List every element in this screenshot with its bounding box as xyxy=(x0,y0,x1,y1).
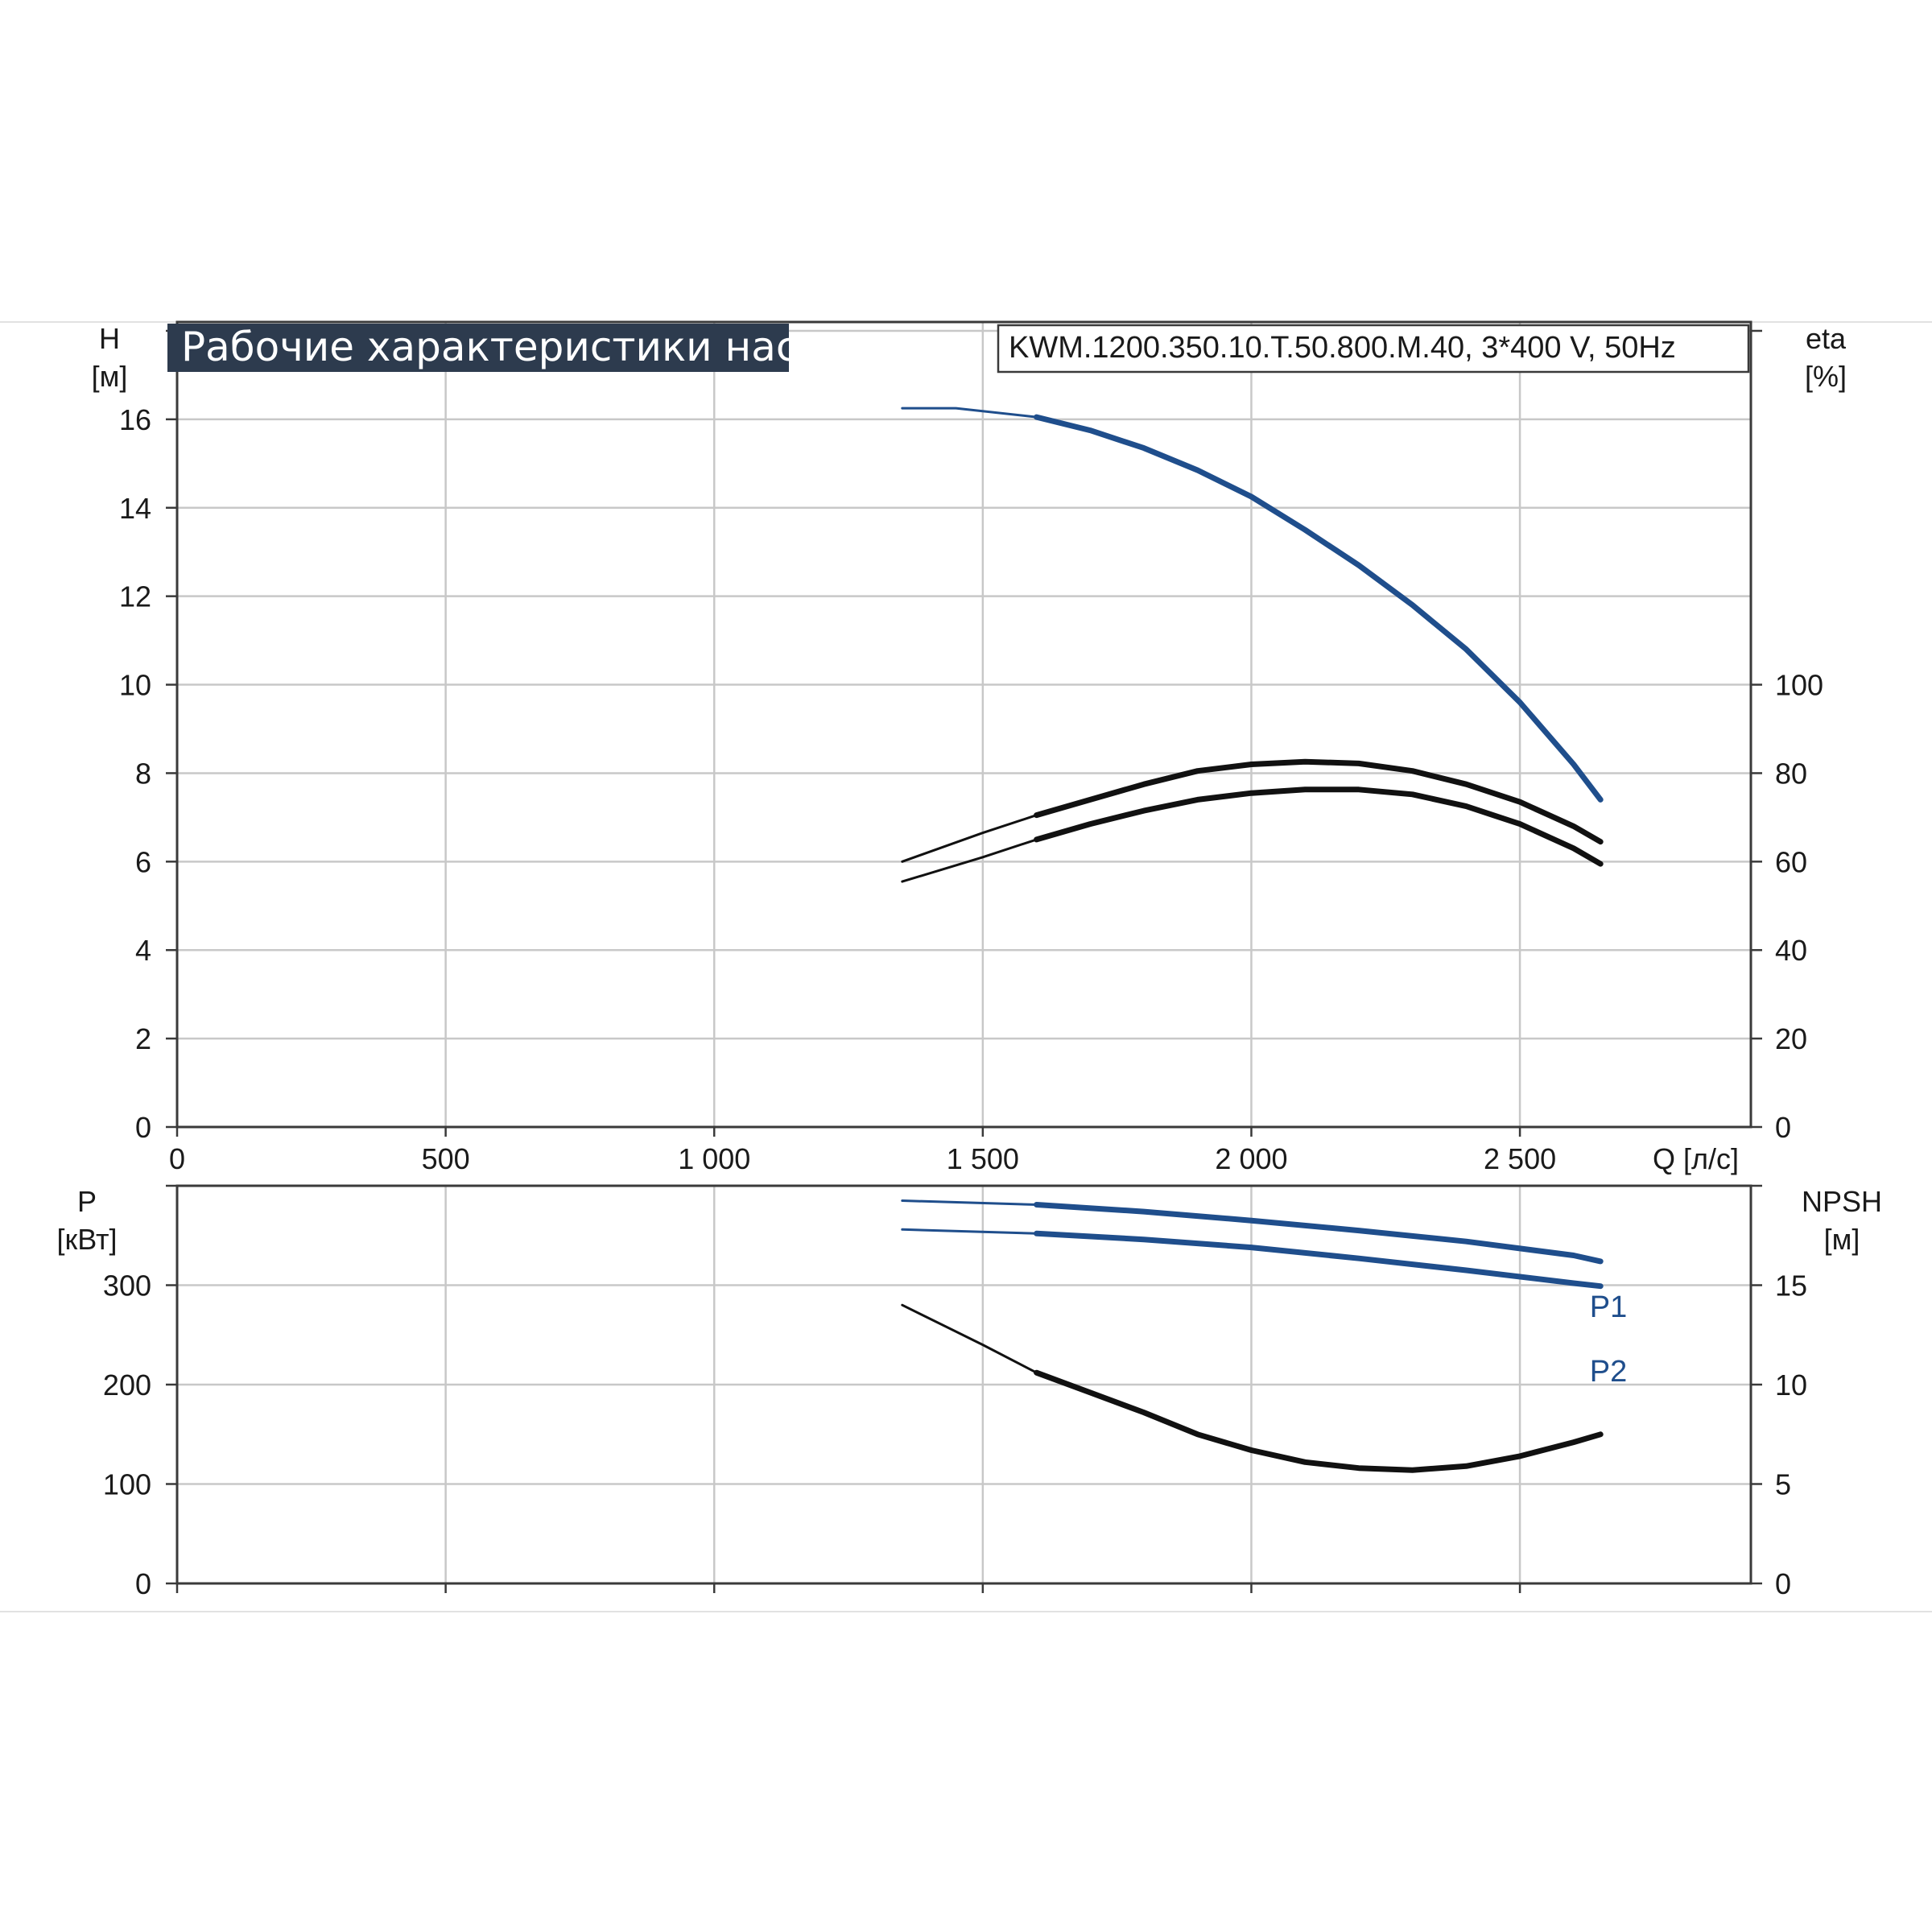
chart-title: Рабочие характеристики насоса xyxy=(181,324,869,370)
bottom-series-2-duty-range xyxy=(1034,1369,1604,1473)
top-right-tick-label-5: 100 xyxy=(1775,669,1823,702)
bottom-left-tick-label-3: 300 xyxy=(103,1269,151,1302)
bottom-series-1-duty-range xyxy=(1034,1230,1604,1290)
bottom-right-tick-label-2: 10 xyxy=(1775,1368,1807,1402)
top-series-2-duty-range xyxy=(1034,758,1604,845)
bottom-right-tick-label-3: 15 xyxy=(1775,1269,1807,1302)
top-right-tick-label-4: 80 xyxy=(1775,757,1807,790)
top-grid xyxy=(177,322,1751,1127)
top-left-tick-label-2: 4 xyxy=(135,934,151,967)
series-label-p2: P2 xyxy=(1590,1355,1627,1389)
top-x-tick-label-2: 1 000 xyxy=(678,1142,750,1175)
npsh-axis-label: NPSH xyxy=(1802,1185,1882,1218)
p-axis-label: P xyxy=(77,1185,97,1218)
bottom-series xyxy=(901,1199,1604,1473)
top-left-tick-label-6: 12 xyxy=(119,580,151,613)
bottom-left-tick-label-2: 200 xyxy=(103,1368,151,1402)
top-right-tick-label-0: 0 xyxy=(1775,1111,1791,1144)
title-banner xyxy=(167,324,789,372)
top-series-0-duty-range xyxy=(1034,414,1604,803)
top-left-tick-label-8: 16 xyxy=(119,403,151,436)
top-plot-border xyxy=(175,320,1752,1129)
top-series xyxy=(901,407,1604,883)
p-axis-unit: [кВт] xyxy=(56,1223,117,1256)
bottom-left-tick-label-1: 100 xyxy=(103,1468,151,1501)
h-axis-unit: [м] xyxy=(92,360,128,393)
model-designation: KWM.1200.350.10.T.50.800.M.40, 3*400 V, … xyxy=(1009,331,1676,365)
bottom-ticks: 0 100 200 300 0 5 10 15 xyxy=(103,1184,1807,1600)
top-right-tick-label-1: 20 xyxy=(1775,1022,1807,1055)
bottom-right-tick-label-1: 5 xyxy=(1775,1468,1791,1501)
bottom-series-0-duty-range xyxy=(1034,1202,1604,1265)
top-x-tick-label-1: 500 xyxy=(422,1142,470,1175)
top-x-tick-label-3: 1 500 xyxy=(947,1142,1019,1175)
top-right-tick-label-3: 60 xyxy=(1775,845,1807,878)
top-x-tick-label-5: 2 500 xyxy=(1484,1142,1556,1175)
top-x-tick-label-4: 2 000 xyxy=(1215,1142,1287,1175)
top-left-tick-label-7: 14 xyxy=(119,492,151,525)
q-axis-label: Q [л/с] xyxy=(1653,1142,1739,1175)
top-left-tick-label-5: 10 xyxy=(119,669,151,702)
series-label-p1: P1 xyxy=(1590,1290,1627,1324)
h-axis-label: H xyxy=(99,322,120,355)
bottom-right-tick-label-0: 0 xyxy=(1775,1567,1791,1600)
npsh-axis-unit: [м] xyxy=(1824,1223,1860,1256)
bottom-left-tick-label-0: 0 xyxy=(135,1567,151,1600)
top-right-tick-label-2: 40 xyxy=(1775,934,1807,967)
top-left-tick-label-4: 8 xyxy=(135,757,151,790)
top-left-tick-label-3: 6 xyxy=(135,845,151,878)
top-left-tick-label-0: 0 xyxy=(135,1111,151,1144)
top-series-1-duty-range xyxy=(1034,786,1604,867)
top-x-tick-label-0: 0 xyxy=(169,1142,185,1175)
eta-axis-unit: [%] xyxy=(1805,360,1847,393)
eta-axis-label: eta xyxy=(1806,322,1847,355)
model-box xyxy=(997,324,1750,374)
top-left-tick-label-1: 2 xyxy=(135,1022,151,1055)
